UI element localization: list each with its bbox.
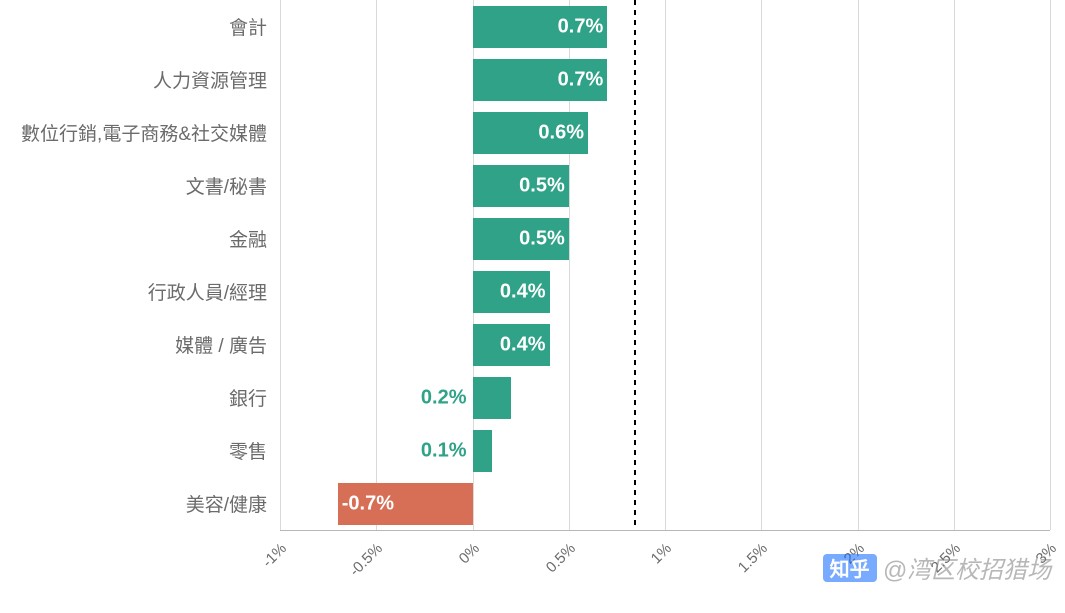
- grid-line: [1050, 0, 1051, 530]
- category-label: 美容/健康: [186, 477, 267, 530]
- bar-value-label: 0.4%: [500, 333, 546, 356]
- salary-change-bar-chart: 會計人力資源管理數位行銷,電子商務&社交媒體文書/秘書金融行政人員/經理媒體 /…: [0, 0, 1065, 613]
- bar-row: 0.1%: [280, 424, 1050, 477]
- category-label: 金融: [229, 212, 267, 265]
- bar-row: -0.7%: [280, 477, 1050, 530]
- bar-row: 0.5%: [280, 212, 1050, 265]
- bar-row: 0.5%: [280, 159, 1050, 212]
- watermark: 知乎 @湾区校招猎场: [823, 550, 1051, 585]
- category-label: 媒體 / 廣告: [175, 318, 267, 371]
- category-label: 數位行銷,電子商務&社交媒體: [21, 106, 267, 159]
- x-tick-label: 1%: [648, 540, 675, 567]
- bar-positive: [473, 377, 512, 419]
- bar-value-label: 0.5%: [519, 227, 565, 250]
- plot-area: 0.7% 0.7% 0.6% 0.5% 0.5% 0.4% 0.4% 0.2% 0.1% -0.7…: [280, 0, 1050, 530]
- bar-value-label: 0.4%: [500, 280, 546, 303]
- bar-row: 0.7%: [280, 0, 1050, 53]
- bar-row: 0.4%: [280, 265, 1050, 318]
- bar-row: 0.7%: [280, 53, 1050, 106]
- category-label: 人力資源管理: [153, 53, 267, 106]
- bar-value-label: 0.6%: [538, 121, 584, 144]
- category-label: 文書/秘書: [186, 159, 267, 212]
- x-tick-label: 0.5%: [543, 540, 579, 576]
- x-tick-label: -1%: [259, 540, 290, 571]
- category-label: 會計: [229, 0, 267, 53]
- watermark-text: @湾区校招猎场: [883, 550, 1051, 585]
- category-label: 零售: [229, 424, 267, 477]
- zhihu-logo: 知乎: [823, 554, 877, 582]
- x-tick-label: 0%: [455, 540, 482, 567]
- category-label: 銀行: [229, 371, 267, 424]
- bar-value-label: 0.2%: [421, 386, 467, 409]
- bar-positive: [473, 430, 492, 472]
- x-tick-label: 1.5%: [735, 540, 771, 576]
- bar-value-label: -0.7%: [342, 492, 394, 515]
- x-tick-label: -0.5%: [347, 540, 387, 580]
- bar-row: 0.4%: [280, 318, 1050, 371]
- bar-value-label: 0.7%: [558, 15, 604, 38]
- bar-row: 0.6%: [280, 106, 1050, 159]
- bar-value-label: 0.1%: [421, 439, 467, 462]
- bar-value-label: 0.5%: [519, 174, 565, 197]
- category-label: 行政人員/經理: [148, 265, 267, 318]
- bar-value-label: 0.7%: [558, 68, 604, 91]
- bar-row: 0.2%: [280, 371, 1050, 424]
- x-axis-line: [280, 530, 1050, 531]
